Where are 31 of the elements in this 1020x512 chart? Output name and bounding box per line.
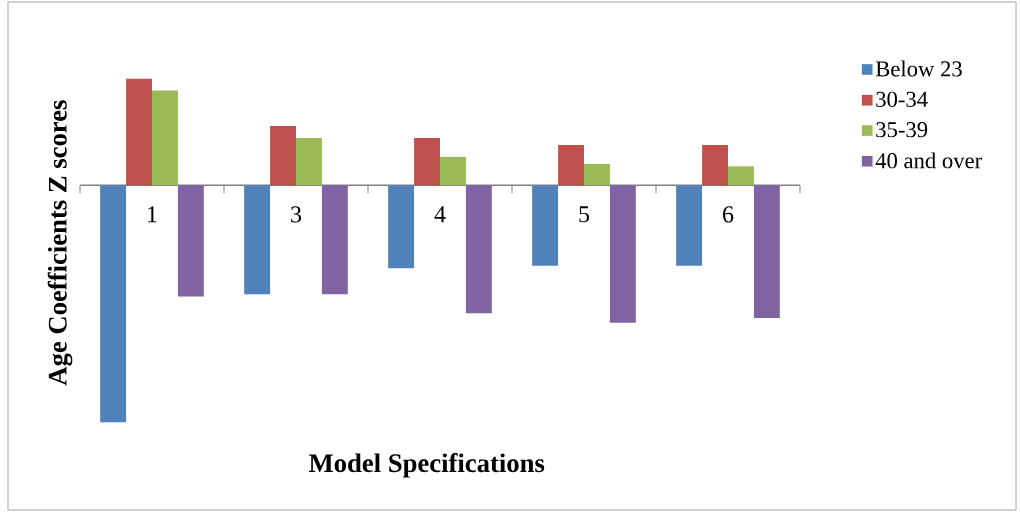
bar bbox=[126, 78, 153, 186]
x-tick-label: 1 bbox=[148, 206, 157, 223]
x-tick-label: 6 bbox=[723, 206, 734, 223]
bar bbox=[414, 137, 440, 186]
bar bbox=[558, 145, 584, 186]
bar bbox=[676, 185, 703, 266]
x-tick-label: 5 bbox=[579, 206, 590, 223]
bar bbox=[244, 185, 271, 295]
bar bbox=[728, 166, 754, 186]
x-tick-label: 3 bbox=[291, 206, 302, 223]
bar bbox=[152, 90, 178, 186]
bar bbox=[440, 156, 466, 186]
bar bbox=[465, 185, 492, 314]
bar bbox=[609, 185, 636, 323]
legend-label: 30-34 bbox=[876, 91, 928, 107]
bar bbox=[321, 185, 348, 295]
y-axis-title: Age Coefficients Z scores bbox=[47, 100, 73, 386]
bar bbox=[584, 163, 610, 186]
bar bbox=[100, 185, 127, 423]
bar bbox=[296, 137, 322, 186]
bar bbox=[702, 145, 728, 186]
bar bbox=[753, 185, 780, 318]
x-axis-title: Model Specifications bbox=[309, 453, 545, 478]
legend-label: Below 23 bbox=[875, 60, 962, 77]
bar bbox=[270, 126, 297, 186]
x-tick-label: 4 bbox=[434, 206, 446, 223]
legend-label: 35-39 bbox=[876, 122, 928, 138]
bar bbox=[177, 185, 204, 297]
legend-label: 40 and over bbox=[875, 152, 982, 169]
bar bbox=[532, 185, 559, 266]
bar bbox=[388, 185, 415, 269]
